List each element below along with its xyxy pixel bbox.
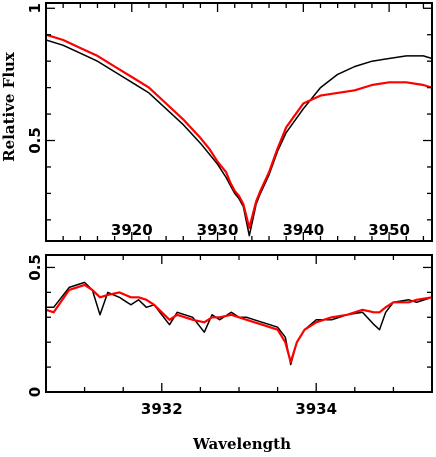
top-panel: 3920 3930 3940 3950 0.5 1 — [26, 2, 433, 242]
model-spectrum-line — [46, 33, 432, 229]
bottom-panel: 3932 3934 0 0.5 — [26, 254, 433, 418]
y-tick-label: 0 — [26, 387, 44, 397]
x-tick-label: 3930 — [197, 221, 239, 239]
x-tick-label: 3920 — [111, 221, 153, 239]
y-tick-label: 0.5 — [26, 254, 44, 281]
y-tick-label: 0.5 — [26, 127, 44, 154]
observed-spectrum-line — [46, 39, 432, 237]
x-tick-label: 3932 — [141, 400, 183, 418]
axes-frame — [45, 2, 433, 242]
x-tick-label: 3934 — [295, 400, 337, 418]
x-tick-label: 3940 — [282, 221, 324, 239]
observed-spectrum-line — [46, 281, 432, 366]
x-axis-title: Wavelength — [192, 435, 291, 453]
plot-area — [46, 33, 432, 237]
plot-area — [46, 281, 432, 366]
y-tick-label: 1 — [26, 3, 44, 13]
model-spectrum-line — [46, 283, 432, 364]
y-axis-title: Relative Flux — [0, 51, 18, 162]
x-tick-label: 3950 — [368, 221, 410, 239]
